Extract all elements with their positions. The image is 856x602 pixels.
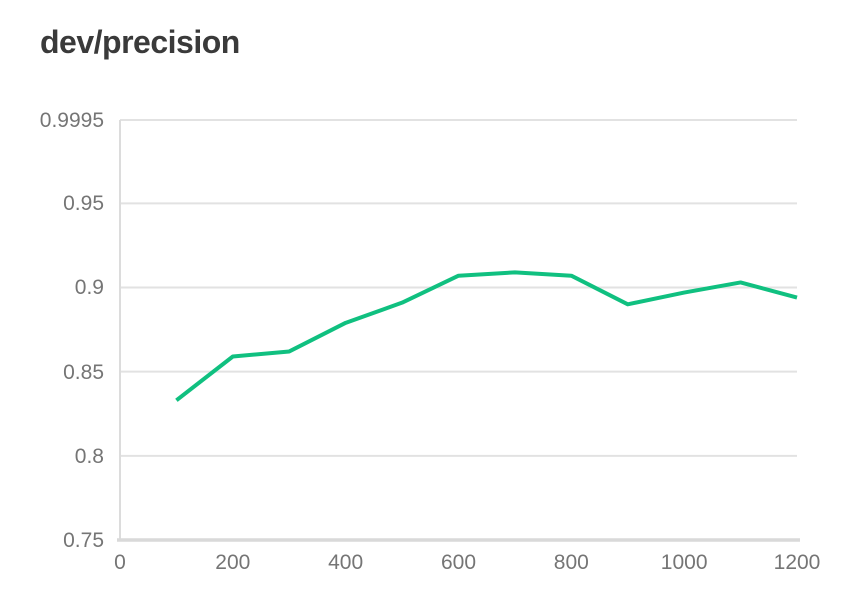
y-tick-label: 0.95 [63, 192, 104, 216]
x-tick-label: 800 [553, 551, 589, 574]
x-tick-label: 400 [328, 551, 364, 574]
y-tick-label: 0.9995 [39, 109, 104, 132]
y-tick-label: 0.8 [74, 444, 104, 468]
x-tick-label: 1000 [660, 551, 708, 574]
x-tick-label: 600 [440, 551, 477, 574]
x-tick-label: 0 [114, 551, 126, 574]
y-tick-label: 0.75 [63, 529, 104, 552]
x-tick-label: 200 [215, 551, 251, 574]
y-tick-label: 0.9 [74, 276, 104, 300]
y-tick-label: 0.85 [63, 360, 104, 384]
chart-title: dev/precision [40, 24, 240, 60]
x-tick-label: 1200 [773, 551, 821, 574]
series-line [175, 270, 798, 402]
